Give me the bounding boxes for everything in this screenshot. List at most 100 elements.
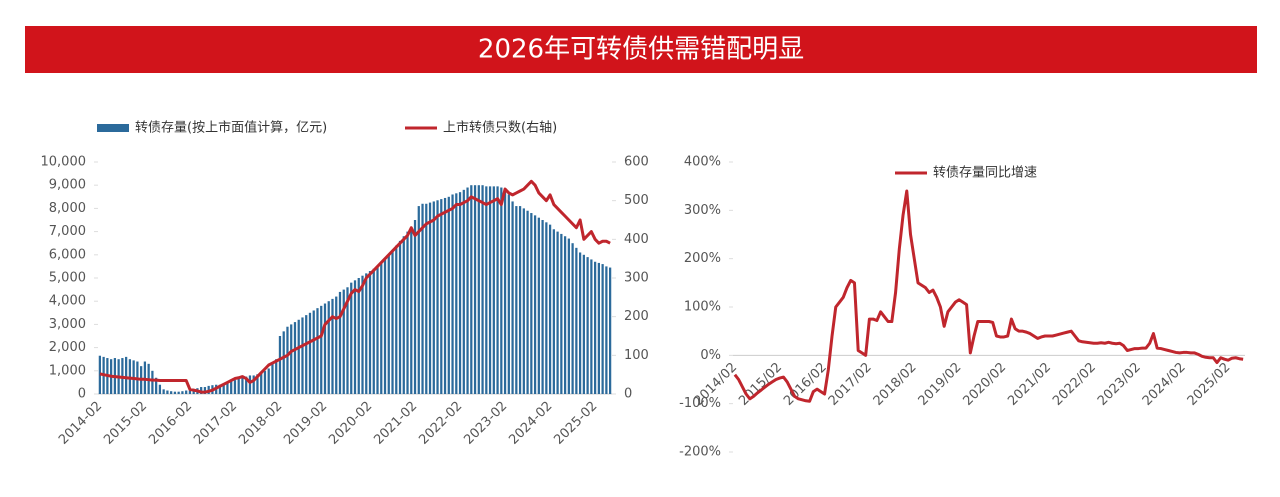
bar [593,261,597,394]
bar [320,305,323,394]
bar [567,238,570,394]
y2-tick-label: 500 [624,193,649,208]
x-tick-label: 2018-02 [236,399,285,448]
bar [391,250,394,394]
x-tick-label: 2022-02 [416,399,465,448]
bar [473,185,477,394]
bar [297,319,300,394]
page-title: 2026年可转债供需错配明显 [478,35,804,65]
bar [496,186,499,394]
y-tick-label: 4,000 [49,294,86,309]
bar [301,317,304,394]
x-tick-label: 2019-02 [281,399,330,448]
bar [556,231,559,394]
title-banner [25,26,1257,73]
y-tick-label: 2,000 [49,340,86,355]
y-tick-label: -100% [679,396,721,411]
bar [327,301,330,394]
bar [447,196,450,394]
bar [462,189,465,394]
y2-tick-label: 200 [624,309,649,324]
bar [458,192,462,394]
x-tick-label: 2014-02 [56,399,105,448]
bar [477,185,480,394]
bar [481,185,484,394]
legend-label: 上市转债只数(右轴) [443,120,557,136]
bar [365,273,368,394]
y-tick-label: 300% [684,203,721,218]
bar [402,236,405,394]
x-tick-label: 2024/02 [1140,360,1189,409]
bar [263,370,267,394]
bar [350,282,353,394]
x-tick-label: 2018/02 [871,360,920,409]
bar [548,224,552,394]
x-tick-label: 2015-02 [101,399,150,448]
x-tick-label: 2015/02 [736,360,785,409]
bar [387,254,390,394]
bar [316,308,319,394]
y-tick-label: 7,000 [49,224,86,239]
x-tick-label: 2020-02 [326,399,375,448]
bar [485,186,488,394]
bar [305,315,308,394]
bar [571,243,574,394]
bar [466,187,469,394]
bar [188,390,192,394]
bar [282,331,285,394]
bar [590,259,593,394]
x-tick-label: 2024-02 [506,399,555,448]
y-tick-label: 6,000 [49,247,86,262]
y-tick-label: -200% [679,445,721,460]
bar [518,206,522,394]
bar [275,359,278,394]
bar [226,382,229,394]
y2-tick-label: 100 [624,348,649,363]
bar [605,266,608,394]
legend-swatch [97,124,129,132]
bar [372,268,375,394]
y-tick-label: 0 [78,387,86,402]
x-tick-label: 2025/02 [1185,360,1234,409]
bar [230,381,233,394]
bar [125,356,128,394]
bar [241,377,244,394]
bar [526,210,529,394]
legend-label: 转债存量(按上市面值计算，亿元) [135,120,327,136]
bar [151,370,154,394]
bar [511,201,514,394]
bar [578,252,582,394]
bar [278,336,282,394]
bar [398,240,402,394]
bar [586,257,589,394]
bar [413,220,417,394]
bar [436,200,439,394]
bar [158,384,162,394]
bar [143,361,147,394]
y-tick-label: 200% [684,251,721,266]
bar [237,378,240,394]
bar [323,303,327,394]
bar [395,245,398,394]
bar [417,206,420,394]
y2-tick-label: 0 [624,387,632,402]
x-tick-label: 2021-02 [371,399,420,448]
x-tick-label: 2022/02 [1050,360,1099,409]
bar [515,206,518,394]
bar [222,383,225,394]
y-tick-label: 9,000 [49,178,86,193]
bar [500,187,503,394]
legend-label: 转债存量同比增速 [933,166,1037,181]
y-tick-label: 400% [684,155,721,170]
bar [376,266,379,394]
y-tick-label: 10,000 [41,155,87,170]
bar [406,231,409,394]
bar [177,391,180,394]
bar [608,267,612,394]
bar [361,275,364,394]
bar [432,201,435,394]
bar [488,186,492,394]
bar [451,194,454,394]
bar [455,193,458,394]
